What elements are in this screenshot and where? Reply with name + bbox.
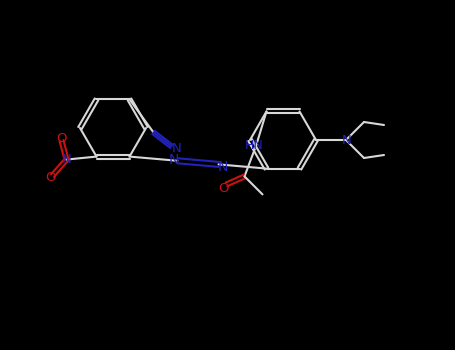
Text: HN: HN xyxy=(245,139,264,152)
Text: O: O xyxy=(218,182,229,195)
Text: N: N xyxy=(217,160,228,174)
Text: N: N xyxy=(342,133,352,147)
Text: N: N xyxy=(172,142,182,155)
Text: N: N xyxy=(61,153,71,166)
Text: O: O xyxy=(45,171,56,184)
Text: N: N xyxy=(168,153,179,167)
Text: O: O xyxy=(56,132,67,145)
